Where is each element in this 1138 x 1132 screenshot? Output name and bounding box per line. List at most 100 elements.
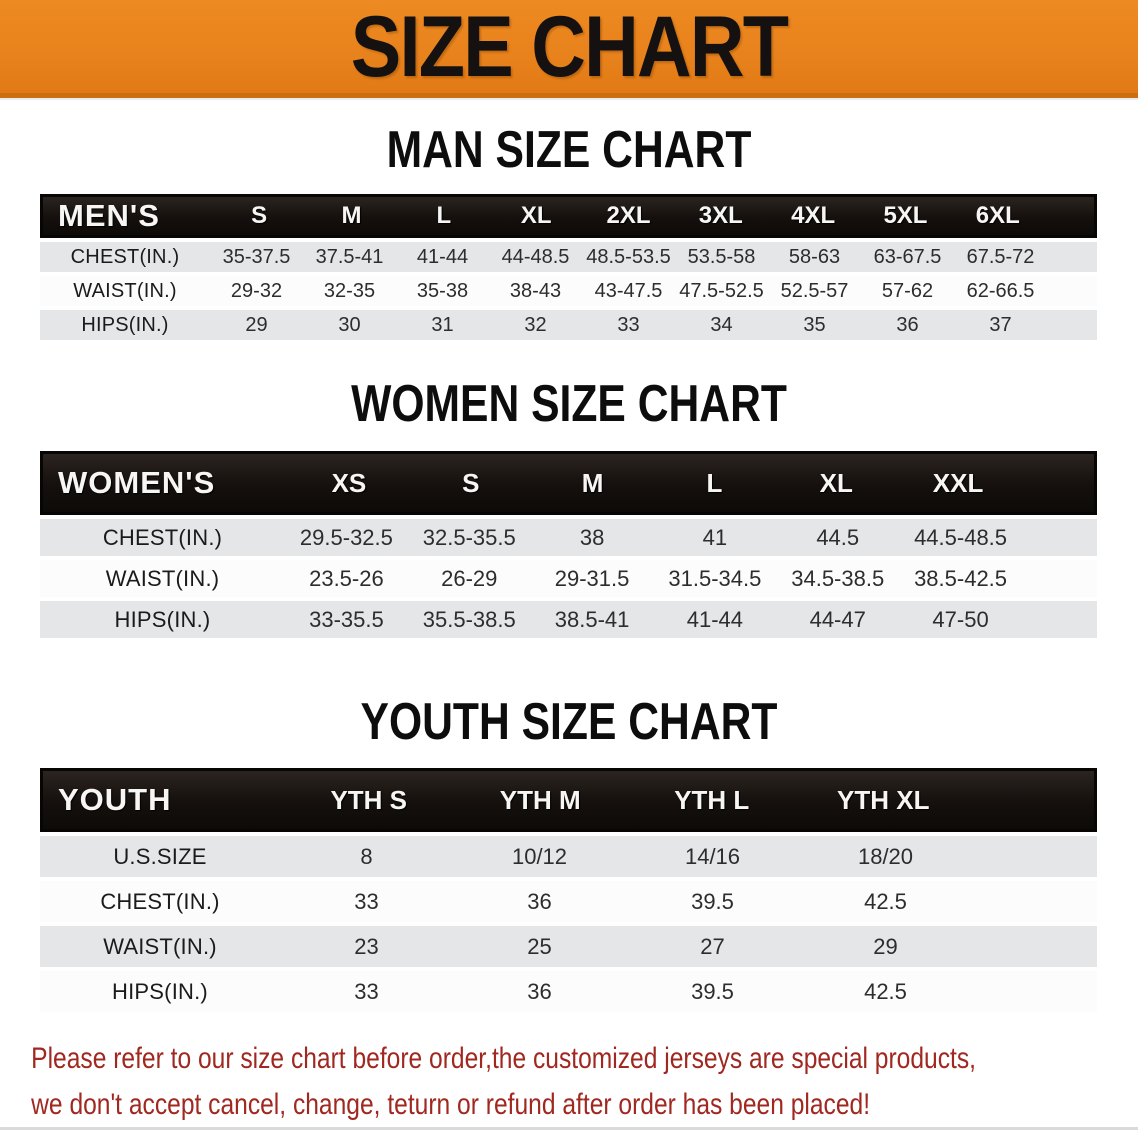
row-label: CHEST(IN.) <box>70 245 180 268</box>
size-cell: 44-48.5 <box>501 245 570 268</box>
mens-column-headers: S M L XL 2XL 3XL 4XL 5XL 6XL <box>213 197 1094 235</box>
column-header: 2XL <box>606 202 651 229</box>
size-cell: 44-47 <box>809 606 866 632</box>
size-cell: 23.5-26 <box>309 565 384 591</box>
size-cell: 36 <box>527 888 552 914</box>
table-row-ussize: U.S.SIZE 8 10/12 14/16 18/20 <box>40 836 1097 877</box>
row-label: HIPS(IN.) <box>81 313 169 336</box>
size-cell: 35-38 <box>416 279 469 302</box>
column-header: YTH L <box>674 784 750 815</box>
mens-size-table: MEN'S S M L XL 2XL 3XL 4XL 5XL 6XL CHEST… <box>40 194 1097 340</box>
size-cell: 47-50 <box>932 606 989 632</box>
size-cell: 29 <box>245 313 268 336</box>
size-cell: 34 <box>710 313 733 336</box>
size-cell: 14/16 <box>684 843 741 869</box>
size-cell: 42.5 <box>864 978 907 1004</box>
size-cell: 23 <box>354 933 379 959</box>
size-cell: 41-44 <box>686 606 744 632</box>
size-cell: 34.5-38.5 <box>791 565 885 591</box>
banner-title: SIZE CHART <box>350 0 789 95</box>
column-header: L <box>436 202 452 229</box>
column-header: XL <box>520 202 552 229</box>
youth-table-header-row: YOUTH YTH S YTH M YTH L YTH XL <box>40 768 1097 832</box>
youth-table-title-cell: YOUTH <box>58 782 172 817</box>
column-header: 5XL <box>883 202 928 229</box>
section-title-youth: YOUTH SIZE CHART <box>360 693 778 751</box>
disclaimer-line-2: we don't accept cancel, change, teturn o… <box>31 1088 871 1121</box>
row-label: CHEST(IN.) <box>102 524 223 550</box>
size-cell: 58-63 <box>788 245 841 268</box>
size-cell: 53.5-58 <box>687 245 756 268</box>
size-cell: 37.5-41 <box>315 245 384 268</box>
column-header: S <box>251 202 268 229</box>
size-cell: 10/12 <box>511 843 568 869</box>
size-cell: 42.5 <box>864 888 907 914</box>
size-cell: 31.5-34.5 <box>668 565 762 591</box>
size-cell: 47.5-52.5 <box>679 279 764 302</box>
size-cell: 44.5 <box>816 524 860 550</box>
table-row-hips: HIPS(IN.) 33-35.5 35.5-38.5 38.5-41 41-4… <box>40 601 1097 638</box>
size-cell: 63-67.5 <box>873 245 942 268</box>
column-header: M <box>581 467 604 498</box>
table-row-chest: CHEST(IN.) 35-37.5 37.5-41 41-44 44-48.5… <box>40 242 1097 272</box>
size-cell: 35.5-38.5 <box>422 606 516 632</box>
row-label: WAIST(IN.) <box>105 565 220 591</box>
mens-table-title-cell: MEN'S <box>58 198 160 233</box>
column-header: 4XL <box>791 202 836 229</box>
youth-size-table: YOUTH YTH S YTH M YTH L YTH XL U.S.SIZE … <box>40 768 1097 1012</box>
bottom-divider <box>0 1127 1138 1130</box>
size-cell: 39.5 <box>691 978 734 1004</box>
row-label: HIPS(IN.) <box>112 978 208 1004</box>
section-title-man: MAN SIZE CHART <box>386 121 752 179</box>
column-header: S <box>462 467 480 498</box>
section-title-women: WOMEN SIZE CHART <box>351 375 787 433</box>
banner: SIZE CHART <box>0 0 1138 98</box>
mens-table-header-row: MEN'S S M L XL 2XL 3XL 4XL 5XL 6XL <box>40 194 1097 238</box>
row-label: U.S.SIZE <box>113 843 207 869</box>
column-header: 6XL <box>975 202 1020 229</box>
disclaimer-line-1: Please refer to our size chart before or… <box>31 1042 976 1075</box>
size-cell: 41-44 <box>416 245 469 268</box>
size-cell: 29.5-32.5 <box>299 524 393 550</box>
size-cell: 41 <box>702 524 728 550</box>
size-cell: 25 <box>527 933 552 959</box>
size-cell: 38-43 <box>509 279 562 302</box>
size-cell: 38 <box>579 524 605 550</box>
size-cell: 37 <box>989 313 1012 336</box>
size-cell: 18/20 <box>857 843 914 869</box>
size-cell: 36 <box>896 313 919 336</box>
womens-size-table: WOMEN'S XS S M L XL XXL CHEST(IN.) 29.5-… <box>40 451 1097 638</box>
size-cell: 33 <box>354 978 379 1004</box>
size-cell: 33 <box>354 888 379 914</box>
size-cell: 32-35 <box>323 279 376 302</box>
size-cell: 29-32 <box>230 279 283 302</box>
size-cell: 26-29 <box>441 565 498 591</box>
column-header: L <box>706 467 723 498</box>
row-label: WAIST(IN.) <box>73 279 177 302</box>
table-row-waist: WAIST(IN.) 23.5-26 26-29 29-31.5 31.5-34… <box>40 560 1097 597</box>
size-cell: 35 <box>803 313 826 336</box>
column-header: M <box>341 202 362 229</box>
table-row-chest: CHEST(IN.) 33 36 39.5 42.5 <box>40 881 1097 922</box>
size-cell: 52.5-57 <box>780 279 849 302</box>
row-label: WAIST(IN.) <box>103 933 217 959</box>
size-cell: 35-37.5 <box>222 245 291 268</box>
size-cell: 32.5-35.5 <box>422 524 516 550</box>
womens-column-headers: XS S M L XL XXL <box>288 454 1094 512</box>
table-row-waist: WAIST(IN.) 29-32 32-35 35-38 38-43 43-47… <box>40 276 1097 306</box>
size-cell: 39.5 <box>691 888 734 914</box>
size-cell: 36 <box>527 978 552 1004</box>
size-cell: 38.5-42.5 <box>914 565 1008 591</box>
column-header: YTH M <box>499 784 581 815</box>
column-header: YTH S <box>330 784 408 815</box>
womens-table-header-row: WOMEN'S XS S M L XL XXL <box>40 451 1097 515</box>
table-row-hips: HIPS(IN.) 29 30 31 32 33 34 35 36 37 <box>40 310 1097 340</box>
size-cell: 30 <box>338 313 361 336</box>
size-cell: 33 <box>617 313 640 336</box>
womens-table-title-cell: WOMEN'S <box>58 465 216 500</box>
size-cell: 29-31.5 <box>554 565 630 591</box>
size-cell: 44.5-48.5 <box>914 524 1008 550</box>
size-cell: 62-66.5 <box>966 279 1035 302</box>
table-row-waist: WAIST(IN.) 23 25 27 29 <box>40 926 1097 967</box>
size-cell: 32 <box>524 313 547 336</box>
